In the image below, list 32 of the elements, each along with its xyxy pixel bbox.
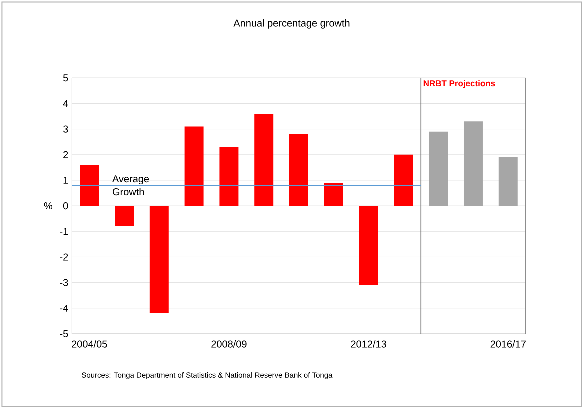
bar [394,154,414,206]
bar [498,157,518,206]
y-axis-title: % [44,202,53,210]
ref-line-label: Average Growth [112,176,150,196]
bar [464,122,483,206]
bar [254,114,274,206]
y-tick-label: 5 [63,74,68,82]
y-tick-label: -4 [60,304,68,312]
bar [150,206,169,314]
x-tick-label: 2004/05 [72,340,108,348]
bar [115,206,134,226]
y-tick-label: 4 [63,100,68,108]
bar [184,126,204,206]
y-tick-label: 1 [64,176,68,184]
bar [220,147,239,206]
x-tick-label: 2012/13 [351,340,386,348]
bar [429,132,448,206]
chart-title: Annual percentage growth [234,19,350,29]
y-tick-label: -5 [60,330,68,338]
annotation: NRBT Projections [424,80,496,88]
y-tick-label: -2 [60,254,68,261]
y-tick-label: 2 [64,151,68,158]
bar [80,165,100,206]
y-tick-label: -1 [60,228,68,236]
bar [324,182,344,206]
bar [290,134,308,206]
y-tick-label: 0 [63,202,68,210]
bar [359,206,378,286]
x-tick-label: 2016/17 [490,340,526,348]
y-tick-label: 3 [63,126,68,133]
y-tick-label: -3 [60,279,68,286]
x-tick-label: 2008/09 [212,340,247,348]
